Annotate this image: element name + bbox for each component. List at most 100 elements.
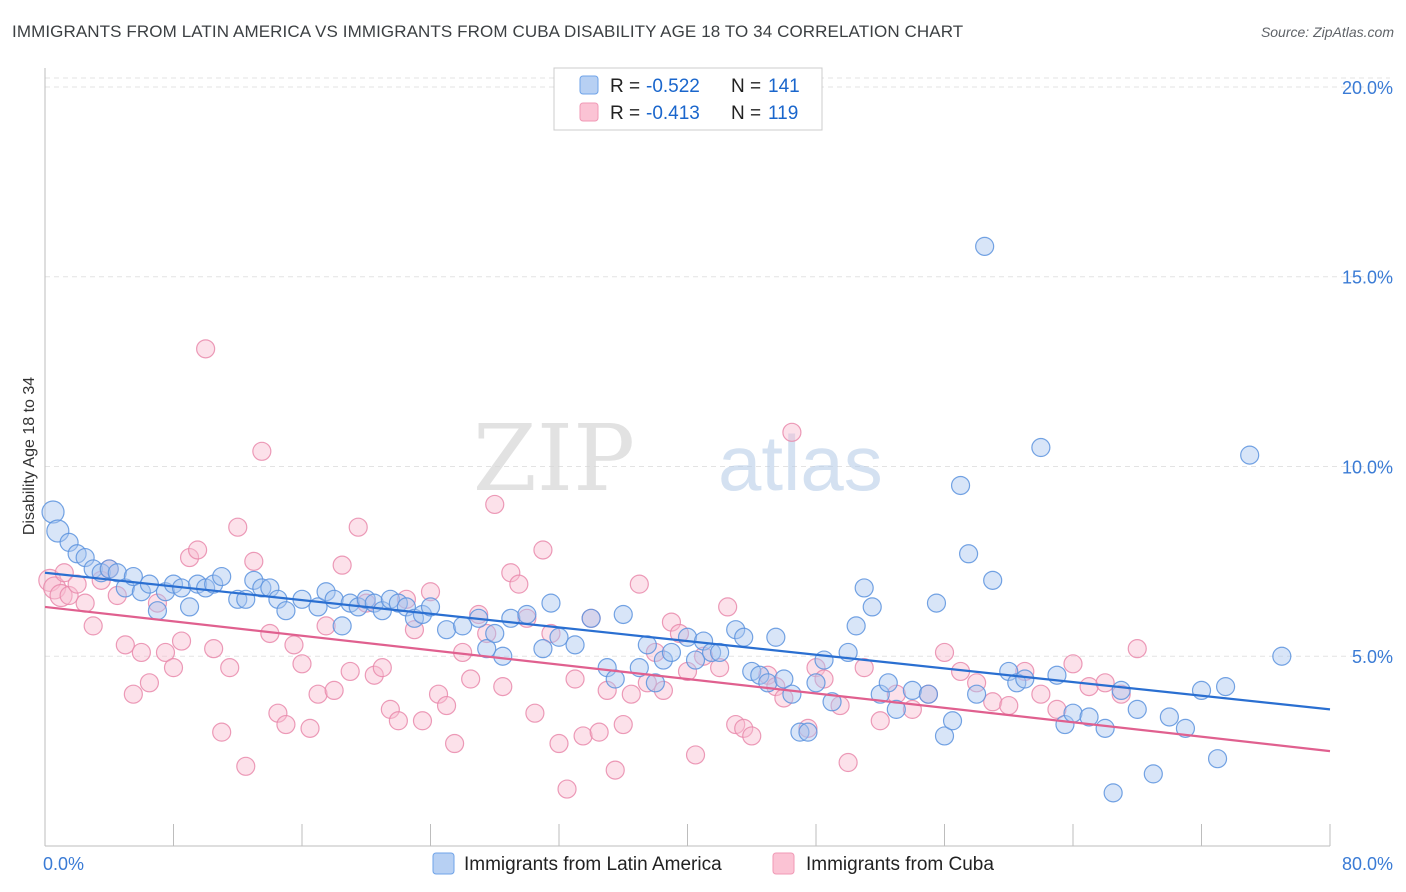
point-latin-america	[1111, 680, 1131, 701]
point-cuba	[404, 620, 425, 640]
point-cuba	[348, 517, 368, 537]
point-latin-america	[645, 673, 665, 693]
grid-lines	[45, 77, 1390, 657]
point-cuba	[477, 623, 497, 644]
point-cuba	[838, 752, 858, 773]
point-cuba	[983, 692, 1003, 712]
point-cuba	[1127, 639, 1147, 659]
point-latin-america	[862, 597, 882, 617]
stats-box-frame	[553, 67, 823, 131]
point-cuba	[1079, 677, 1099, 697]
x-tick-label: 0.0%	[43, 854, 84, 874]
stat-r-label: R =	[610, 76, 640, 97]
point-cuba	[742, 726, 762, 746]
point-cuba	[806, 658, 826, 678]
point-latin-america	[1063, 703, 1083, 723]
stat-r-value: -0.413	[646, 103, 700, 124]
point-cuba	[340, 661, 360, 682]
point-latin-america	[958, 544, 979, 564]
point-cuba	[179, 547, 200, 568]
point-latin-america	[75, 547, 95, 568]
point-latin-america	[597, 658, 617, 678]
point-cuba	[444, 733, 465, 754]
y-tick-label: 20.0%	[1342, 78, 1393, 98]
point-cuba	[758, 665, 778, 685]
point-latin-america	[918, 684, 939, 704]
point-latin-america	[1127, 699, 1147, 719]
point-cuba	[268, 703, 288, 723]
stats-swatch-latin	[579, 75, 599, 95]
point-latin-america	[1015, 669, 1035, 689]
point-cuba	[300, 718, 320, 738]
stat-n-value: 141	[768, 76, 800, 97]
point-cuba	[525, 703, 545, 723]
point-cuba	[204, 639, 224, 659]
point-latin-america	[1215, 677, 1236, 697]
point-cuba	[428, 684, 449, 704]
point-cuba	[412, 711, 433, 731]
point-latin-america	[316, 582, 336, 602]
point-cuba	[228, 517, 248, 537]
point-cuba	[485, 494, 505, 515]
point-latin-america	[975, 236, 995, 256]
point-cuba	[1095, 673, 1115, 693]
point-cuba	[629, 574, 649, 594]
stat-n-label: N =	[731, 103, 761, 124]
stats-box: R = -0.522 N = 141 R = -0.413 N = 119	[553, 67, 823, 131]
point-latin-america	[798, 722, 818, 742]
point-latin-america	[734, 627, 754, 647]
point-cuba	[854, 658, 874, 678]
point-cuba	[115, 635, 135, 655]
point-latin-america	[244, 570, 264, 590]
point-latin-america	[1103, 783, 1123, 803]
point-cuba	[139, 673, 160, 693]
point-cuba	[236, 756, 256, 776]
point-latin-america	[942, 711, 963, 731]
point-latin-america	[107, 563, 127, 583]
point-latin-america	[1175, 718, 1196, 738]
point-latin-america	[517, 604, 537, 625]
legend-swatch-cuba	[772, 852, 795, 875]
point-cuba	[621, 684, 641, 704]
point-cuba	[999, 695, 1019, 716]
point-latin-america	[581, 608, 601, 628]
point-cuba	[613, 714, 633, 735]
stat-r-value: -0.522	[646, 76, 700, 97]
point-cuba	[661, 612, 682, 632]
point-cuba	[718, 597, 738, 617]
legend-label-cuba: Immigrants from Cuba	[806, 854, 994, 875]
trend-lines	[44, 571, 1331, 753]
point-cuba	[549, 733, 569, 754]
point-latin-america	[565, 635, 585, 655]
point-latin-america	[1272, 646, 1292, 666]
legend: Immigrants from Latin America Immigrants…	[432, 852, 994, 875]
point-latin-america	[766, 627, 786, 647]
point-latin-america	[436, 620, 457, 640]
point-latin-america	[493, 646, 513, 666]
point-cuba	[605, 760, 625, 780]
point-latin-america	[1095, 718, 1115, 738]
point-latin-america	[926, 593, 947, 613]
point-cuba	[308, 684, 328, 704]
point-latin-america	[204, 574, 224, 594]
trend-line-latin-america	[44, 571, 1331, 711]
point-cuba	[388, 711, 408, 731]
point-cuba	[332, 555, 352, 575]
chart-title: IMMIGRANTS FROM LATIN AMERICA VS IMMIGRA…	[12, 22, 964, 41]
point-cuba	[1063, 654, 1083, 674]
point-latin-america	[332, 616, 352, 636]
point-latin-america	[806, 673, 826, 693]
point-latin-america	[115, 578, 135, 598]
point-latin-america	[179, 597, 200, 617]
point-cuba	[782, 422, 802, 442]
point-cuba	[49, 583, 73, 608]
point-latin-america	[252, 578, 272, 598]
point-cuba	[131, 642, 151, 663]
point-cuba	[163, 658, 184, 678]
point-cuba	[565, 669, 585, 689]
point-latin-america	[685, 650, 706, 670]
watermark-zip: ZIP	[473, 405, 635, 512]
stat-n-label: N =	[731, 76, 761, 97]
stat-r-label: R =	[610, 103, 640, 124]
